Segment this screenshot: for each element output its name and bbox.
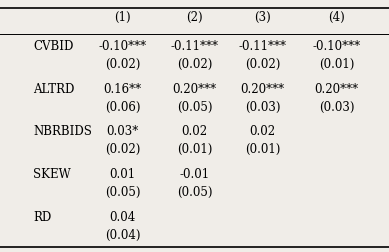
Text: 0.20***: 0.20***: [240, 83, 285, 96]
Text: (0.01): (0.01): [177, 143, 212, 156]
Text: CVBID: CVBID: [33, 40, 74, 53]
Text: (0.01): (0.01): [319, 58, 354, 71]
Text: 0.02: 0.02: [181, 125, 208, 138]
Text: 0.16**: 0.16**: [103, 83, 142, 96]
Text: (0.05): (0.05): [177, 186, 212, 199]
Text: 0.02: 0.02: [249, 125, 276, 138]
Text: 0.03*: 0.03*: [107, 125, 138, 138]
Text: 0.01: 0.01: [109, 168, 136, 181]
Text: (0.02): (0.02): [105, 143, 140, 156]
Text: (0.02): (0.02): [177, 58, 212, 71]
Text: (0.04): (0.04): [105, 229, 140, 241]
Text: -0.11***: -0.11***: [238, 40, 287, 53]
Text: (2): (2): [186, 11, 203, 24]
Text: ALTRD: ALTRD: [33, 83, 74, 96]
Text: 0.20***: 0.20***: [314, 83, 359, 96]
Text: (0.05): (0.05): [105, 186, 140, 199]
Text: RD: RD: [33, 211, 51, 224]
Text: NBRBIDS: NBRBIDS: [33, 125, 92, 138]
Text: 0.04: 0.04: [109, 211, 136, 224]
Text: (0.02): (0.02): [105, 58, 140, 71]
Text: (0.06): (0.06): [105, 101, 140, 114]
Text: 0.20***: 0.20***: [172, 83, 217, 96]
Text: (4): (4): [328, 11, 345, 24]
Text: (0.03): (0.03): [245, 101, 280, 114]
Text: (0.05): (0.05): [177, 101, 212, 114]
Text: (0.03): (0.03): [319, 101, 354, 114]
Text: (0.01): (0.01): [245, 143, 280, 156]
Text: (3): (3): [254, 11, 271, 24]
Text: -0.11***: -0.11***: [170, 40, 219, 53]
Text: SKEW: SKEW: [33, 168, 71, 181]
Text: (0.02): (0.02): [245, 58, 280, 71]
Text: -0.10***: -0.10***: [98, 40, 147, 53]
Text: -0.10***: -0.10***: [312, 40, 361, 53]
Text: -0.01: -0.01: [179, 168, 210, 181]
Text: (1): (1): [114, 11, 131, 24]
